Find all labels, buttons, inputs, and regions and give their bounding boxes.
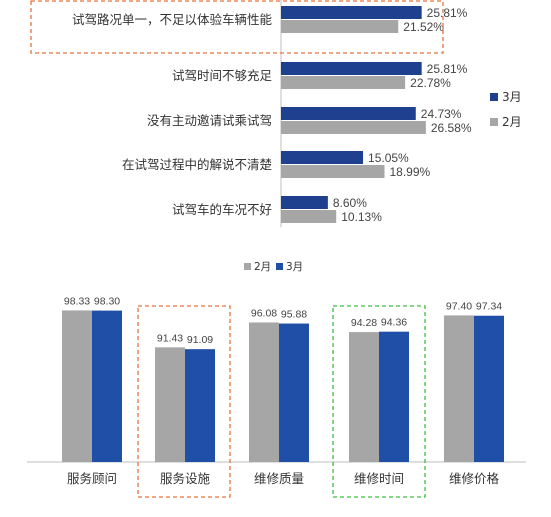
legend-swatch-feb xyxy=(244,263,251,270)
data-label-feb: 10.13% xyxy=(341,210,382,224)
legend-swatch-march xyxy=(490,93,498,101)
vertical-bar-chart: 98.33 98.30 服务顾问 91.43 91.09 服务设施 96.08 95.88 维修… xyxy=(27,261,526,498)
bar-feb xyxy=(444,315,474,462)
data-label-feb: 98.33 xyxy=(64,295,90,307)
data-label-march: 8.60% xyxy=(333,196,367,210)
data-label-march: 15.05% xyxy=(368,151,409,165)
bar-march xyxy=(279,323,309,462)
bar-march xyxy=(281,196,328,209)
data-label-feb: 21.52% xyxy=(403,20,444,34)
data-label-march: 25.81% xyxy=(427,6,468,20)
legend-swatch-feb xyxy=(490,118,498,126)
bar-feb xyxy=(249,322,279,462)
data-label-feb: 96.08 xyxy=(251,307,277,319)
data-label-march: 98.30 xyxy=(94,296,120,308)
data-label-march: 25.81% xyxy=(427,62,468,76)
bar-march xyxy=(281,62,422,75)
data-label-march: 95.88 xyxy=(281,309,307,321)
data-label-feb: 94.28 xyxy=(351,317,377,329)
legend-label-feb: 2月 xyxy=(502,115,522,129)
data-label-march: 97.34 xyxy=(476,301,502,313)
category-label: 试驾时间不够充足 xyxy=(172,68,273,83)
category-label: 没有主动邀请试乘试驾 xyxy=(147,113,272,128)
bar-feb xyxy=(281,165,385,178)
bar-feb xyxy=(281,20,399,33)
category-label: 服务设施 xyxy=(160,471,211,486)
horizontal-bar-chart: 试驾路况单一，不足以体验车辆性能 25.81%21.52%试驾时间不够充足 25.8… xyxy=(30,0,522,227)
bar-march xyxy=(474,315,504,462)
highlight-box-orange xyxy=(137,305,231,498)
data-label-feb: 22.78% xyxy=(410,76,451,90)
legend-label-feb: 2月 xyxy=(254,261,271,273)
category-label: 维修质量 xyxy=(254,471,304,486)
data-label-march: 24.73% xyxy=(421,107,462,121)
bar-feb xyxy=(281,76,406,89)
data-label-march: 94.36 xyxy=(381,317,407,329)
bar-feb xyxy=(281,121,426,134)
bar-feb xyxy=(155,347,185,462)
data-label-feb: 97.40 xyxy=(446,300,472,312)
data-label-feb: 18.99% xyxy=(389,165,430,179)
category-label: 服务顾问 xyxy=(67,471,117,486)
data-label-feb: 91.43 xyxy=(157,332,183,344)
data-label-march: 91.09 xyxy=(187,334,213,346)
legend-label-march: 3月 xyxy=(286,261,303,273)
legend-swatch-march xyxy=(276,263,283,270)
bar-march xyxy=(379,331,409,462)
bar-march xyxy=(92,310,122,462)
highlight-box xyxy=(30,0,444,54)
data-label-feb: 26.58% xyxy=(431,121,472,135)
category-label: 维修价格 xyxy=(449,471,500,486)
category-label: 在试驾过程中的解说不清楚 xyxy=(122,157,273,172)
bar-feb xyxy=(62,310,92,462)
bar-feb xyxy=(349,332,379,462)
legend-label-march: 3月 xyxy=(502,90,522,104)
category-label: 维修时间 xyxy=(354,471,404,486)
bar-feb xyxy=(281,210,337,223)
category-label: 试驾路况单一，不足以体验车辆性能 xyxy=(72,12,273,27)
bar-march xyxy=(281,6,422,19)
bar-march xyxy=(281,107,416,120)
highlight-box-green xyxy=(332,305,426,498)
category-label: 试驾车的车况不好 xyxy=(172,202,272,217)
bar-march xyxy=(281,151,364,164)
bar-march xyxy=(185,349,215,462)
